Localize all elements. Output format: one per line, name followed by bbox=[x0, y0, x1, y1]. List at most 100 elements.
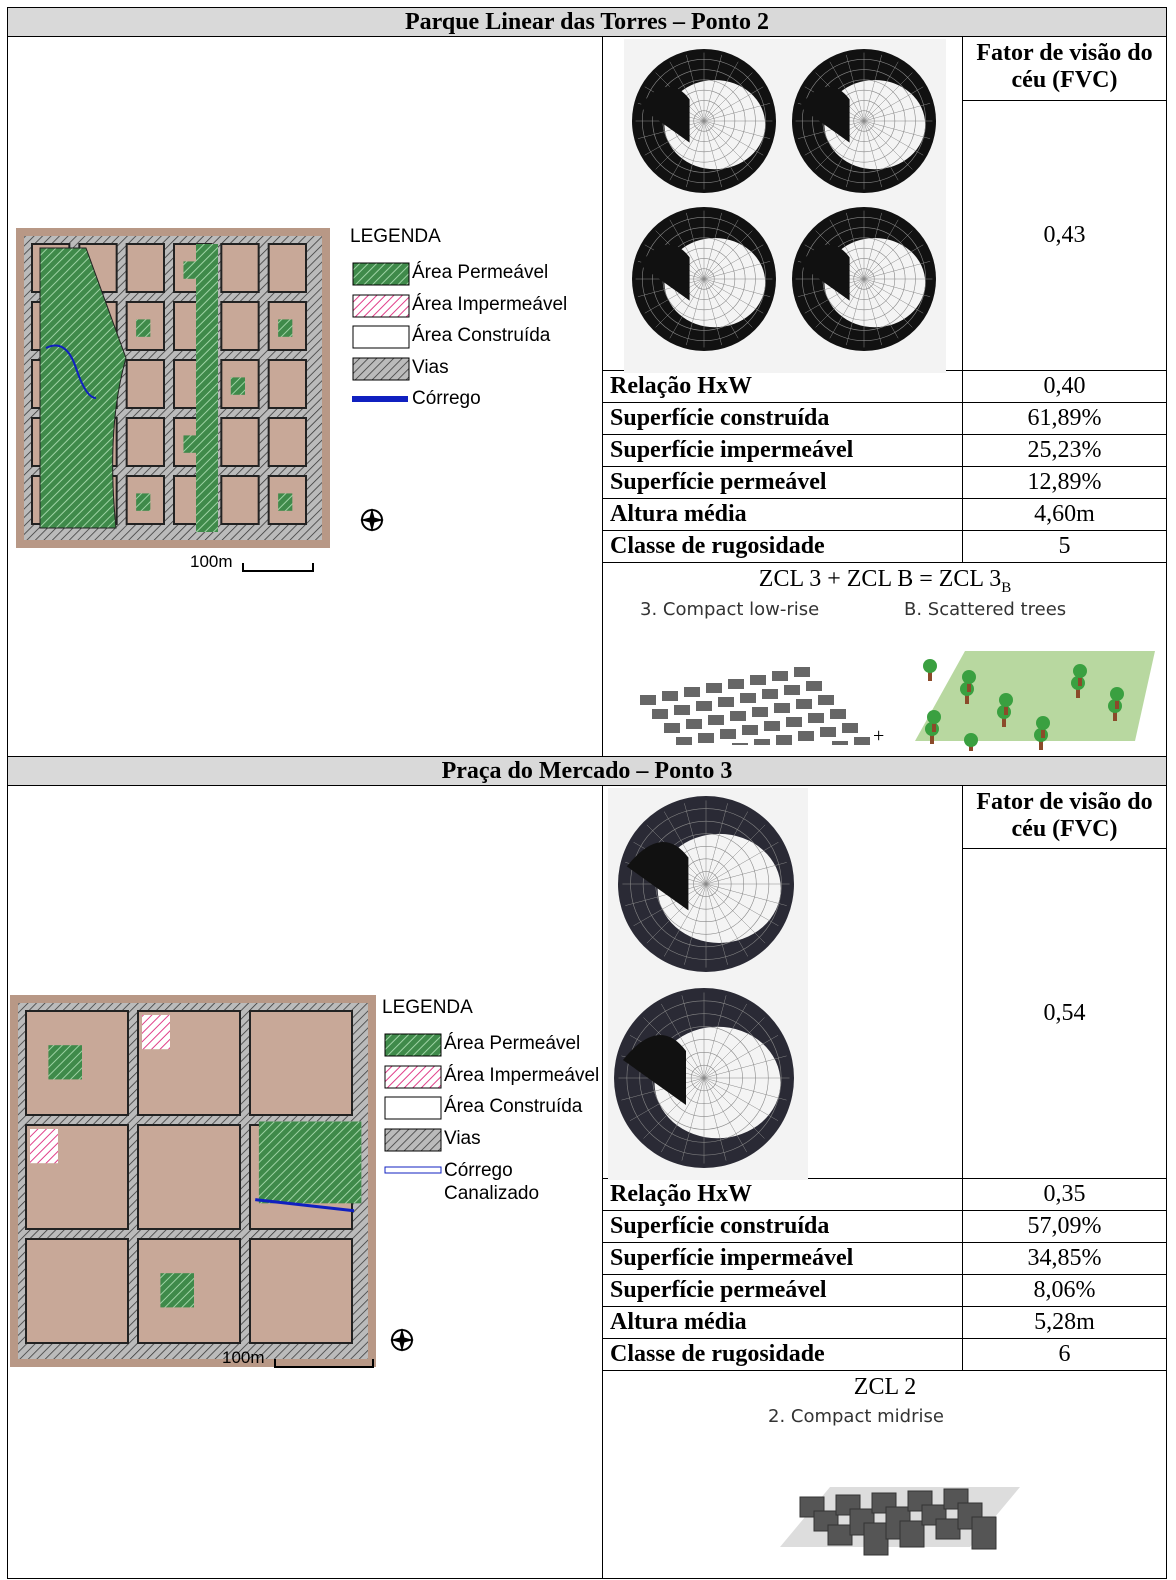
row-value: 5,28m bbox=[1034, 1309, 1095, 1335]
shape bbox=[784, 685, 800, 695]
shape bbox=[127, 360, 164, 408]
fvc-value: 0,54 bbox=[1044, 1000, 1086, 1027]
shape bbox=[142, 1015, 170, 1049]
legend-swatch-graphic bbox=[352, 294, 410, 318]
shape bbox=[385, 1034, 441, 1056]
row-value: 34,85% bbox=[1028, 1245, 1102, 1271]
section-title: Praça do Mercado – Ponto 3 bbox=[7, 756, 1167, 786]
shape bbox=[786, 717, 802, 727]
row-label-cell: Classe de rugosidade bbox=[602, 530, 963, 563]
scale-bar bbox=[242, 560, 314, 578]
legend-swatch-graphic bbox=[384, 1065, 442, 1089]
row-value-cell: 34,85% bbox=[962, 1242, 1167, 1275]
row-value: 5 bbox=[1059, 533, 1071, 559]
sky-photos-graphic bbox=[608, 788, 808, 1180]
shape bbox=[183, 435, 197, 452]
shape bbox=[1073, 664, 1087, 678]
shape bbox=[964, 733, 978, 747]
legend-swatch-graphic bbox=[384, 1096, 442, 1120]
section-title: Parque Linear das Torres – Ponto 2 bbox=[7, 7, 1167, 37]
fvc-value-cell: 0,54 bbox=[962, 848, 1167, 1179]
shape bbox=[278, 319, 292, 336]
shape bbox=[686, 719, 702, 729]
shape bbox=[794, 667, 810, 677]
shape bbox=[696, 701, 712, 711]
row-value-cell: 6 bbox=[962, 1338, 1167, 1371]
row-label-cell: Superfície construída bbox=[602, 402, 963, 435]
scale-label: 100m bbox=[222, 1348, 265, 1368]
shape bbox=[269, 360, 306, 408]
shape bbox=[752, 707, 768, 717]
shape bbox=[48, 1045, 82, 1079]
fvc-header: Fator de visão do céu (FVC) bbox=[976, 789, 1152, 842]
sky-photos-graphic bbox=[624, 39, 946, 373]
zcl-formula: ZCL 2 bbox=[603, 1374, 1167, 1401]
shape bbox=[742, 725, 758, 735]
row-label-cell: Superfície permeável bbox=[602, 1274, 963, 1307]
zcl-subscript: B bbox=[1001, 580, 1011, 596]
shape bbox=[796, 699, 812, 709]
shape bbox=[353, 358, 409, 380]
section-title-text: Parque Linear das Torres – Ponto 2 bbox=[8, 8, 1166, 36]
scale-bar-graphic bbox=[242, 563, 314, 573]
shape bbox=[160, 1273, 194, 1307]
shape bbox=[750, 675, 766, 685]
shape bbox=[136, 493, 150, 510]
shape bbox=[936, 1519, 960, 1539]
shape bbox=[972, 1517, 996, 1549]
row-label-cell: Superfície impermeável bbox=[602, 434, 963, 467]
compass-graphic bbox=[388, 1326, 416, 1354]
shape bbox=[927, 710, 941, 724]
shape bbox=[385, 1066, 441, 1088]
shape bbox=[353, 326, 409, 348]
shape bbox=[842, 723, 858, 733]
row-value-cell: 8,06% bbox=[962, 1274, 1167, 1307]
map-graphic bbox=[10, 995, 376, 1367]
legend-swatch-graphic bbox=[384, 1033, 442, 1057]
legend-item: Área Permeável bbox=[444, 1033, 580, 1055]
shape bbox=[269, 244, 306, 292]
shape bbox=[221, 244, 258, 292]
shape bbox=[820, 727, 836, 737]
zcl-illustration-graphic bbox=[620, 625, 870, 745]
shape bbox=[385, 1097, 441, 1119]
shape bbox=[183, 261, 197, 278]
shape bbox=[720, 729, 736, 739]
shape bbox=[664, 723, 680, 733]
shape bbox=[26, 1239, 128, 1343]
row-label: Superfície impermeável bbox=[610, 1245, 853, 1271]
sky-photos bbox=[624, 39, 946, 378]
shape bbox=[732, 743, 748, 745]
row-label: Classe de rugosidade bbox=[610, 1341, 825, 1367]
row-label-cell: Superfície construída bbox=[602, 1210, 963, 1243]
shape bbox=[360, 508, 384, 532]
shape bbox=[832, 741, 848, 745]
shape bbox=[774, 703, 790, 713]
row-value-cell: 0,40 bbox=[962, 370, 1167, 403]
shape bbox=[806, 681, 822, 691]
compass bbox=[388, 1326, 416, 1359]
shape bbox=[730, 711, 746, 721]
shape bbox=[127, 418, 164, 466]
row-value-cell: 25,23% bbox=[962, 434, 1167, 467]
shape bbox=[275, 1359, 373, 1367]
row-value: 61,89% bbox=[1028, 405, 1102, 431]
row-label: Superfície construída bbox=[610, 1213, 829, 1239]
map bbox=[16, 228, 330, 553]
row-label-cell: Classe de rugosidade bbox=[602, 1338, 963, 1371]
row-label-cell: Altura média bbox=[602, 498, 963, 531]
scale-label: 100m bbox=[190, 552, 233, 572]
row-label-cell: Superfície impermeável bbox=[602, 1242, 963, 1275]
shape bbox=[706, 683, 722, 693]
shape bbox=[640, 695, 656, 705]
row-value: 12,89% bbox=[1028, 469, 1102, 495]
shape bbox=[250, 1239, 352, 1343]
shape bbox=[136, 319, 150, 336]
row-label: Classe de rugosidade bbox=[610, 533, 825, 559]
shape bbox=[828, 1525, 852, 1545]
row-label-cell: Altura média bbox=[602, 1306, 963, 1339]
compass bbox=[358, 506, 386, 539]
row-value: 4,60m bbox=[1034, 501, 1095, 527]
legend-item: Córrego bbox=[412, 388, 481, 410]
legend-item: Vias bbox=[412, 357, 449, 379]
